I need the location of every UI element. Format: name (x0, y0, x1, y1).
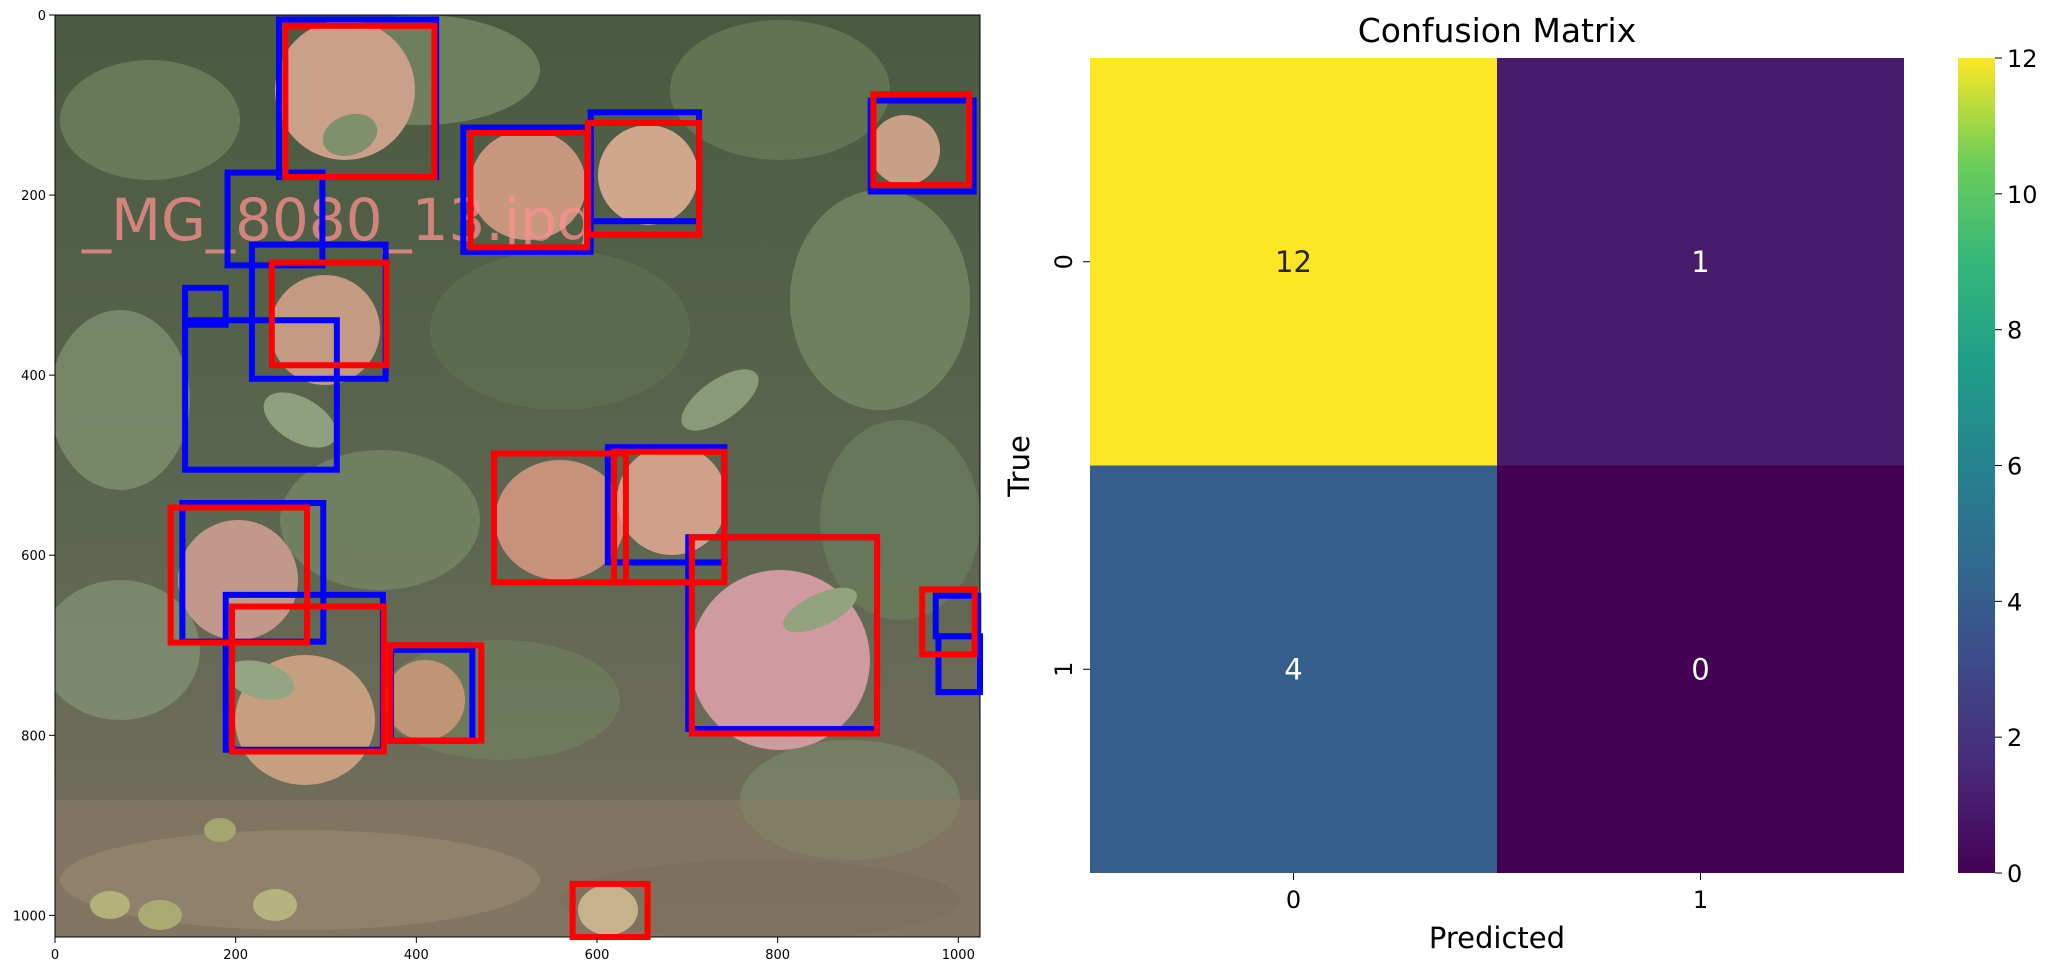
heatmap-cell (1090, 465, 1497, 873)
cell-value-label: 1 (1691, 245, 1709, 279)
y-tick-label: 0 (1050, 254, 1078, 269)
x-tick-label: 1000 (942, 948, 975, 963)
prediction-box (584, 120, 703, 238)
prediction-box (870, 91, 973, 189)
colorbar (1958, 58, 1995, 873)
chart-title: Confusion Matrix (1358, 11, 1637, 50)
prediction-box (491, 450, 629, 586)
y-tick-label: 0 (38, 9, 46, 24)
y-tick-label: 200 (21, 189, 46, 204)
colorbar-tick-label: 10 (2007, 181, 2038, 209)
heatmap-cell (1090, 58, 1497, 466)
heatmap-ticks: 0 1 0 1 (1050, 254, 1708, 914)
ground-truth-box (935, 633, 983, 696)
y-tick-label: 400 (21, 369, 46, 384)
x-tick-label: 800 (765, 948, 790, 963)
y-tick-label: 1000 (13, 909, 46, 924)
y-tick-label: 600 (21, 549, 46, 564)
heatmap-cell (1497, 465, 1904, 873)
prediction-box (919, 586, 978, 658)
ground-truth-box (182, 317, 340, 473)
x-tick-label: 0 (51, 948, 59, 963)
x-axis-label: Predicted (1429, 921, 1565, 955)
y-axis-label: True (1002, 435, 1036, 498)
colorbar-tick-label: 12 (2007, 45, 2038, 73)
colorbar-tick-label: 2 (2007, 724, 2022, 752)
cell-value-label: 12 (1275, 245, 1312, 279)
colorbar-tick-label: 0 (2007, 860, 2022, 888)
detection-image-panel: _MG_8080_13.jpg 0 200 400 600 800 10000200400… (13, 9, 983, 963)
x-tick-label: 200 (223, 948, 248, 963)
ground-truth-box (182, 284, 229, 328)
prediction-box (167, 504, 311, 646)
prediction-box (569, 880, 651, 940)
prediction-box (229, 603, 387, 755)
heatmap-cell (1497, 58, 1904, 466)
prediction-box (268, 259, 390, 369)
x-tick-label: 0 (1286, 886, 1301, 914)
y-tick-label: 1 (1050, 662, 1078, 677)
image-axes: 0 200 400 600 800 1000 0 200 400 600 800 1000 (13, 9, 975, 963)
x-tick-label: 600 (585, 948, 610, 963)
cell-value-label: 0 (1691, 652, 1709, 686)
y-tick-label: 800 (21, 729, 46, 744)
confusion-matrix-panel: Confusion Matrix 12 14 0 0 101 Predicted Tr… (1002, 11, 2038, 955)
x-tick-label: 1 (1693, 886, 1708, 914)
image-frame (54, 14, 981, 938)
prediction-box (611, 448, 728, 586)
prediction-box (688, 534, 881, 737)
orchard-photo (55, 15, 980, 937)
colorbar-tick-label: 4 (2007, 588, 2022, 616)
colorbar-tick-label: 8 (2007, 317, 2022, 345)
colorbar-tick-label: 6 (2007, 453, 2022, 481)
detection-boxes (167, 16, 983, 940)
prediction-box (282, 22, 438, 181)
cell-value-label: 4 (1284, 652, 1302, 686)
prediction-box (387, 642, 485, 744)
colorbar-ticks: 0 2 4 6 8 10 12 (1995, 45, 2038, 888)
heatmap-cells: 12 1 4 0 (1090, 58, 1904, 873)
x-tick-label: 400 (404, 948, 429, 963)
